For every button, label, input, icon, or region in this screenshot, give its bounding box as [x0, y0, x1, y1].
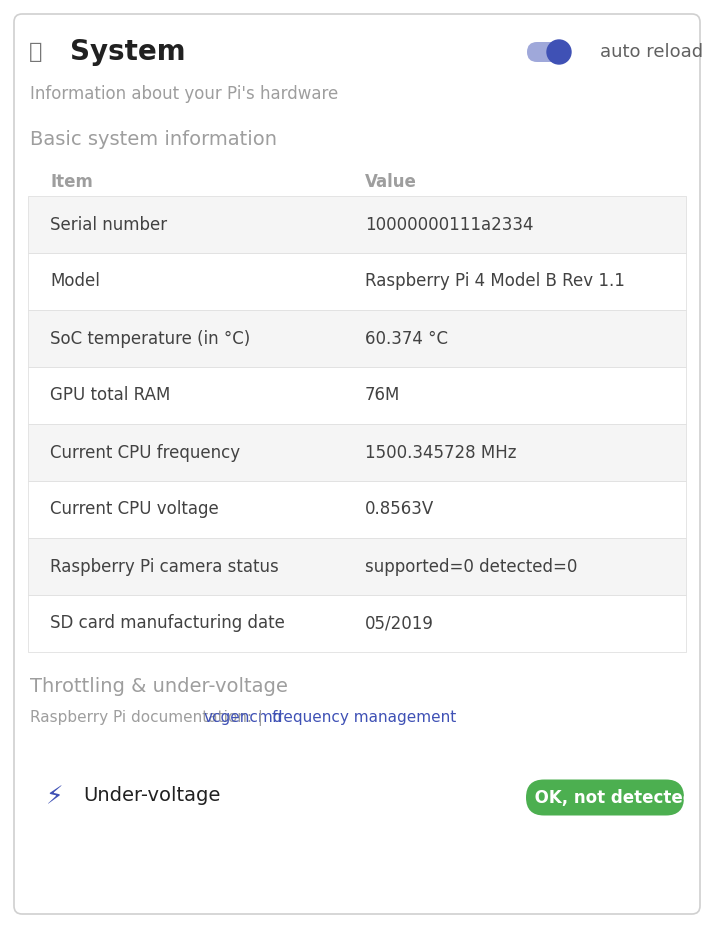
Text: Throttling & under-voltage: Throttling & under-voltage	[30, 677, 288, 696]
Text: ✓ OK, not detected: ✓ OK, not detected	[516, 788, 695, 806]
Text: supported=0 detected=0: supported=0 detected=0	[365, 558, 578, 576]
Text: Raspberry Pi 4 Model B Rev 1.1: Raspberry Pi 4 Model B Rev 1.1	[365, 272, 625, 290]
Text: 🔧: 🔧	[29, 42, 43, 62]
Bar	[28, 367, 686, 424]
Text: vcgencmd: vcgencmd	[203, 710, 283, 725]
Text: Current CPU voltage: Current CPU voltage	[50, 500, 218, 519]
Text: Under-voltage: Under-voltage	[83, 786, 221, 805]
Text: auto reload: auto reload	[600, 43, 703, 61]
FancyBboxPatch shape	[526, 779, 684, 815]
Text: 10000000111a2334: 10000000111a2334	[365, 216, 533, 233]
Text: 76M: 76M	[365, 386, 401, 405]
Circle shape	[547, 40, 571, 64]
Text: SoC temperature (in °C): SoC temperature (in °C)	[50, 329, 250, 347]
Bar	[28, 538, 686, 595]
FancyBboxPatch shape	[527, 42, 569, 62]
Bar	[28, 424, 686, 481]
Bar	[28, 310, 686, 367]
Bar	[28, 481, 686, 538]
Text: Model: Model	[50, 272, 100, 290]
Text: |: |	[253, 710, 268, 726]
Text: Value: Value	[365, 173, 417, 191]
Text: Serial number: Serial number	[50, 216, 167, 233]
Bar	[28, 595, 686, 652]
Text: SD card manufacturing date: SD card manufacturing date	[50, 615, 285, 633]
Text: 0.8563V: 0.8563V	[365, 500, 434, 519]
Text: System: System	[70, 38, 186, 66]
Text: Raspberry Pi documentation:: Raspberry Pi documentation:	[30, 710, 257, 725]
Text: Basic system information: Basic system information	[30, 130, 277, 149]
Text: 60.374 °C: 60.374 °C	[365, 329, 448, 347]
Text: 05/2019: 05/2019	[365, 615, 434, 633]
Text: frequency management: frequency management	[272, 710, 456, 725]
Text: Raspberry Pi camera status: Raspberry Pi camera status	[50, 558, 278, 576]
Text: Current CPU frequency: Current CPU frequency	[50, 443, 240, 462]
Bar	[28, 253, 686, 310]
Text: Item: Item	[50, 173, 93, 191]
FancyBboxPatch shape	[14, 14, 700, 914]
Text: Information about your Pi's hardware: Information about your Pi's hardware	[30, 85, 338, 103]
Text: 1500.345728 MHz: 1500.345728 MHz	[365, 443, 516, 462]
Text: ⚡: ⚡	[46, 786, 64, 810]
Bar	[28, 196, 686, 253]
Text: GPU total RAM: GPU total RAM	[50, 386, 171, 405]
